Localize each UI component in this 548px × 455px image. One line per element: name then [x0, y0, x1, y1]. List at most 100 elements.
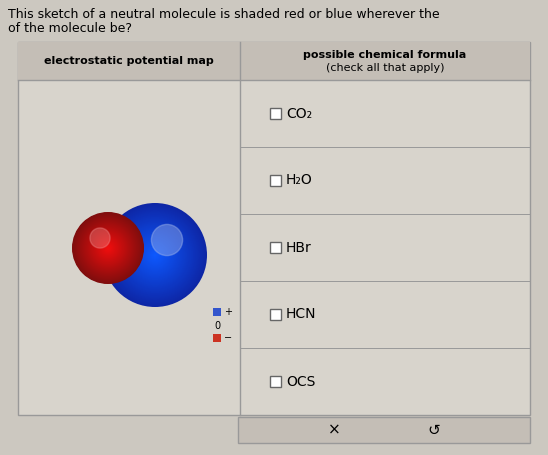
Circle shape: [118, 218, 192, 292]
Circle shape: [122, 222, 188, 288]
Circle shape: [113, 213, 197, 297]
Circle shape: [147, 247, 163, 263]
Circle shape: [121, 221, 189, 289]
Circle shape: [95, 235, 121, 261]
Circle shape: [135, 235, 175, 275]
Circle shape: [104, 244, 112, 252]
Circle shape: [151, 224, 182, 256]
Circle shape: [81, 221, 135, 275]
Circle shape: [97, 237, 119, 259]
Circle shape: [107, 207, 203, 303]
Circle shape: [76, 216, 140, 280]
Circle shape: [145, 245, 164, 264]
Circle shape: [146, 246, 164, 263]
Ellipse shape: [127, 247, 131, 255]
Circle shape: [128, 228, 182, 282]
Circle shape: [107, 247, 109, 249]
Circle shape: [84, 225, 132, 271]
Circle shape: [134, 234, 176, 276]
Ellipse shape: [123, 238, 135, 264]
Ellipse shape: [120, 231, 138, 271]
Circle shape: [99, 238, 118, 258]
Ellipse shape: [122, 236, 136, 266]
Circle shape: [100, 240, 116, 256]
Circle shape: [106, 246, 110, 250]
Circle shape: [92, 232, 124, 264]
Circle shape: [102, 242, 114, 254]
Circle shape: [110, 210, 200, 300]
Circle shape: [101, 242, 115, 255]
Circle shape: [76, 216, 140, 280]
Circle shape: [89, 229, 127, 267]
Circle shape: [106, 207, 203, 303]
Circle shape: [150, 250, 160, 260]
Circle shape: [77, 217, 139, 278]
Ellipse shape: [125, 242, 133, 260]
Circle shape: [104, 204, 206, 306]
Ellipse shape: [127, 246, 132, 256]
Circle shape: [154, 254, 156, 256]
Circle shape: [153, 253, 157, 257]
Circle shape: [129, 229, 181, 281]
Ellipse shape: [127, 245, 132, 257]
Bar: [270, 175, 281, 186]
Ellipse shape: [128, 249, 130, 253]
Circle shape: [142, 242, 168, 268]
Circle shape: [94, 234, 122, 262]
Circle shape: [152, 252, 158, 258]
Circle shape: [88, 228, 128, 268]
Circle shape: [138, 238, 172, 273]
Circle shape: [81, 220, 135, 276]
Circle shape: [89, 229, 127, 267]
Circle shape: [133, 233, 178, 278]
Circle shape: [96, 236, 120, 260]
Circle shape: [124, 225, 185, 285]
Circle shape: [121, 220, 190, 290]
Circle shape: [105, 244, 112, 252]
Text: ×: ×: [328, 423, 340, 438]
Bar: [18, 42, 530, 415]
Circle shape: [105, 205, 206, 305]
Text: HBr: HBr: [286, 241, 312, 254]
Text: 0: 0: [214, 321, 220, 331]
Circle shape: [77, 217, 139, 279]
Circle shape: [75, 215, 141, 281]
Ellipse shape: [121, 233, 137, 269]
Circle shape: [143, 243, 167, 267]
Circle shape: [103, 203, 207, 307]
Circle shape: [72, 212, 144, 284]
Text: This sketch of a neutral molecule is shaded red or blue wherever the: This sketch of a neutral molecule is sha…: [8, 8, 439, 21]
Text: possible chemical formula: possible chemical formula: [304, 50, 467, 60]
Circle shape: [93, 233, 124, 263]
Circle shape: [75, 214, 141, 282]
Circle shape: [144, 244, 166, 266]
Circle shape: [149, 249, 161, 261]
Bar: [270, 309, 281, 320]
Circle shape: [151, 251, 159, 259]
Circle shape: [87, 227, 129, 270]
Circle shape: [106, 206, 204, 304]
Bar: [270, 376, 281, 387]
Circle shape: [112, 212, 197, 298]
Ellipse shape: [124, 239, 135, 263]
Circle shape: [101, 241, 115, 255]
Circle shape: [96, 237, 119, 259]
Ellipse shape: [124, 241, 134, 261]
Circle shape: [93, 233, 123, 263]
Circle shape: [127, 227, 182, 283]
Circle shape: [86, 226, 130, 270]
Circle shape: [83, 223, 133, 273]
Text: OCS: OCS: [286, 374, 316, 389]
Circle shape: [145, 245, 165, 265]
Text: ↺: ↺: [427, 423, 441, 438]
Circle shape: [73, 213, 143, 283]
Circle shape: [90, 231, 125, 265]
Ellipse shape: [123, 238, 135, 265]
Circle shape: [82, 222, 134, 274]
Circle shape: [132, 232, 179, 278]
Circle shape: [115, 214, 196, 296]
Bar: [270, 242, 281, 253]
Text: HCN: HCN: [286, 308, 317, 322]
Bar: [240, 42, 530, 80]
Circle shape: [148, 248, 162, 262]
